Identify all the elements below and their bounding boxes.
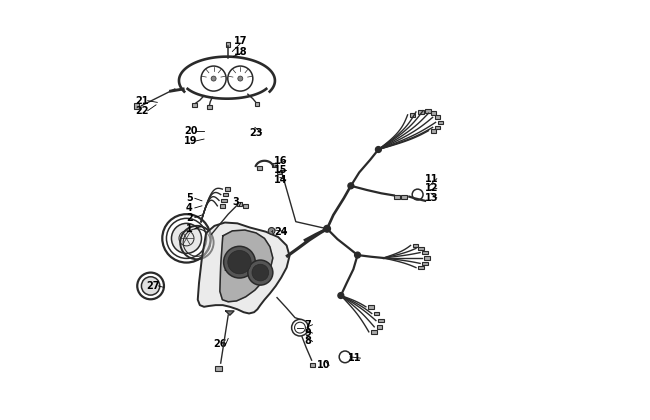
Text: 4: 4 [186,203,193,213]
Text: 3: 3 [232,197,239,207]
Bar [424,256,430,260]
Bar [394,194,400,199]
Bar [310,363,315,367]
Bar [135,103,138,109]
Bar [220,204,225,208]
Text: 18: 18 [234,47,248,57]
Bar [438,121,443,124]
Bar [225,187,230,191]
Circle shape [227,250,251,274]
Text: 2: 2 [186,213,193,223]
Text: 24: 24 [274,227,288,237]
Circle shape [324,226,330,232]
Bar [418,247,424,250]
Text: 21: 21 [135,96,149,106]
Bar [431,129,436,133]
Text: 16: 16 [274,156,287,166]
Bar [257,166,262,170]
Text: 13: 13 [424,193,438,203]
Text: 8: 8 [304,336,311,346]
Bar [215,366,222,370]
Bar [410,113,415,117]
Text: 17: 17 [234,36,248,46]
Bar [401,194,407,199]
Circle shape [172,223,202,253]
Text: 25: 25 [223,262,237,273]
Bar [422,251,428,255]
Text: 20: 20 [184,126,198,136]
Circle shape [355,252,361,258]
Text: 19: 19 [184,136,198,146]
Text: 11: 11 [424,174,438,184]
Text: 5: 5 [186,193,193,203]
Bar [221,199,227,202]
Circle shape [268,228,275,234]
Circle shape [252,264,268,281]
Text: 26: 26 [213,339,227,349]
Bar [371,330,376,334]
Bar [226,42,230,47]
Bar [277,171,281,174]
Bar [368,305,374,309]
Bar [378,319,383,323]
Text: 7: 7 [304,320,311,330]
Text: 11: 11 [348,353,362,363]
Text: 9: 9 [304,328,311,338]
Circle shape [348,183,354,189]
Text: 12: 12 [424,183,438,193]
Circle shape [142,277,160,295]
Polygon shape [220,230,273,302]
Text: 15: 15 [274,165,287,176]
Text: 10: 10 [317,360,331,370]
Bar [376,325,382,329]
Polygon shape [198,223,289,313]
Text: 1: 1 [186,224,193,234]
Text: 27: 27 [146,281,160,291]
Bar [435,116,440,119]
Circle shape [338,293,344,299]
Circle shape [248,260,273,285]
Bar [413,244,418,247]
Bar [374,312,380,315]
Bar [425,109,431,113]
Bar [223,193,228,197]
Bar [243,204,248,208]
Bar [418,266,424,270]
Text: 23: 23 [250,128,263,138]
Bar [272,163,278,167]
Bar [431,111,436,115]
Text: 14: 14 [274,175,287,185]
Bar [435,126,440,129]
Text: 22: 22 [135,106,149,116]
Bar [255,102,259,106]
Bar [237,202,242,206]
Bar [192,103,197,107]
Text: 6: 6 [226,253,233,263]
Circle shape [376,147,382,152]
Bar [418,110,424,114]
Polygon shape [226,311,234,315]
Circle shape [238,76,243,81]
Bar [207,105,212,109]
Circle shape [224,246,255,278]
Circle shape [211,76,216,81]
Bar [422,262,428,265]
